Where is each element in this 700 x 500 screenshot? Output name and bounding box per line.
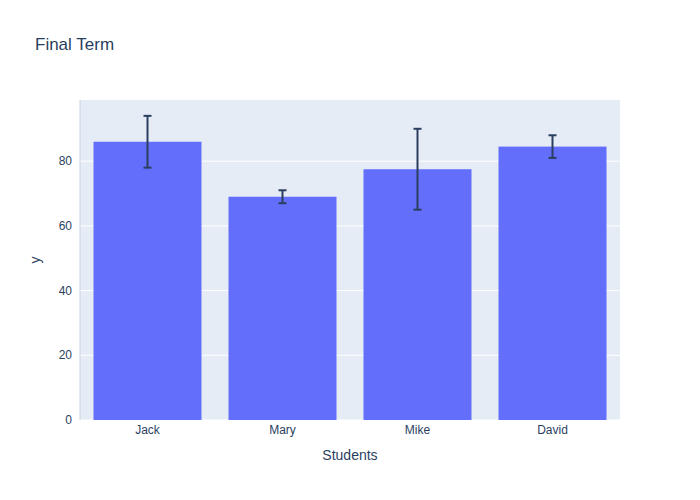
error-bar: [279, 190, 287, 203]
error-bar: [549, 135, 557, 158]
x-tick-label: Jack: [135, 423, 161, 437]
x-axis-label: Students: [322, 447, 377, 463]
y-tick-label: 20: [59, 348, 73, 362]
plot-area: [80, 100, 620, 420]
error-cap: [144, 167, 152, 169]
y-axis-label: y: [27, 257, 43, 264]
error-cap: [414, 209, 422, 211]
error-bar: [144, 116, 152, 168]
bar: [94, 142, 202, 420]
error-cap: [279, 189, 287, 191]
x-tick-label: Mike: [405, 423, 431, 437]
marks: [94, 116, 607, 420]
background: [0, 0, 700, 500]
error-stem: [282, 190, 284, 203]
bar: [499, 147, 607, 420]
error-stem: [417, 129, 419, 210]
error-cap: [279, 202, 287, 204]
title: Final Term: [35, 35, 114, 54]
error-cap: [144, 115, 152, 117]
error-stem: [552, 135, 554, 158]
x-tick-label: David: [537, 423, 568, 437]
y-tick-label: 60: [59, 219, 73, 233]
error-cap: [414, 128, 422, 130]
y-tick-label: 40: [59, 284, 73, 298]
error-cap: [549, 134, 557, 136]
error-stem: [147, 116, 149, 168]
error-cap: [549, 157, 557, 159]
chart: 0 20 40 60 80 Jack Mary Mike David Final Term Stud…: [0, 0, 700, 500]
error-bar: [414, 129, 422, 210]
x-tick-label: Mary: [269, 423, 296, 437]
y-axis-line: [80, 100, 81, 420]
y-tick-label: 80: [59, 154, 73, 168]
bar: [229, 197, 337, 420]
y-tick-label: 0: [65, 413, 72, 427]
